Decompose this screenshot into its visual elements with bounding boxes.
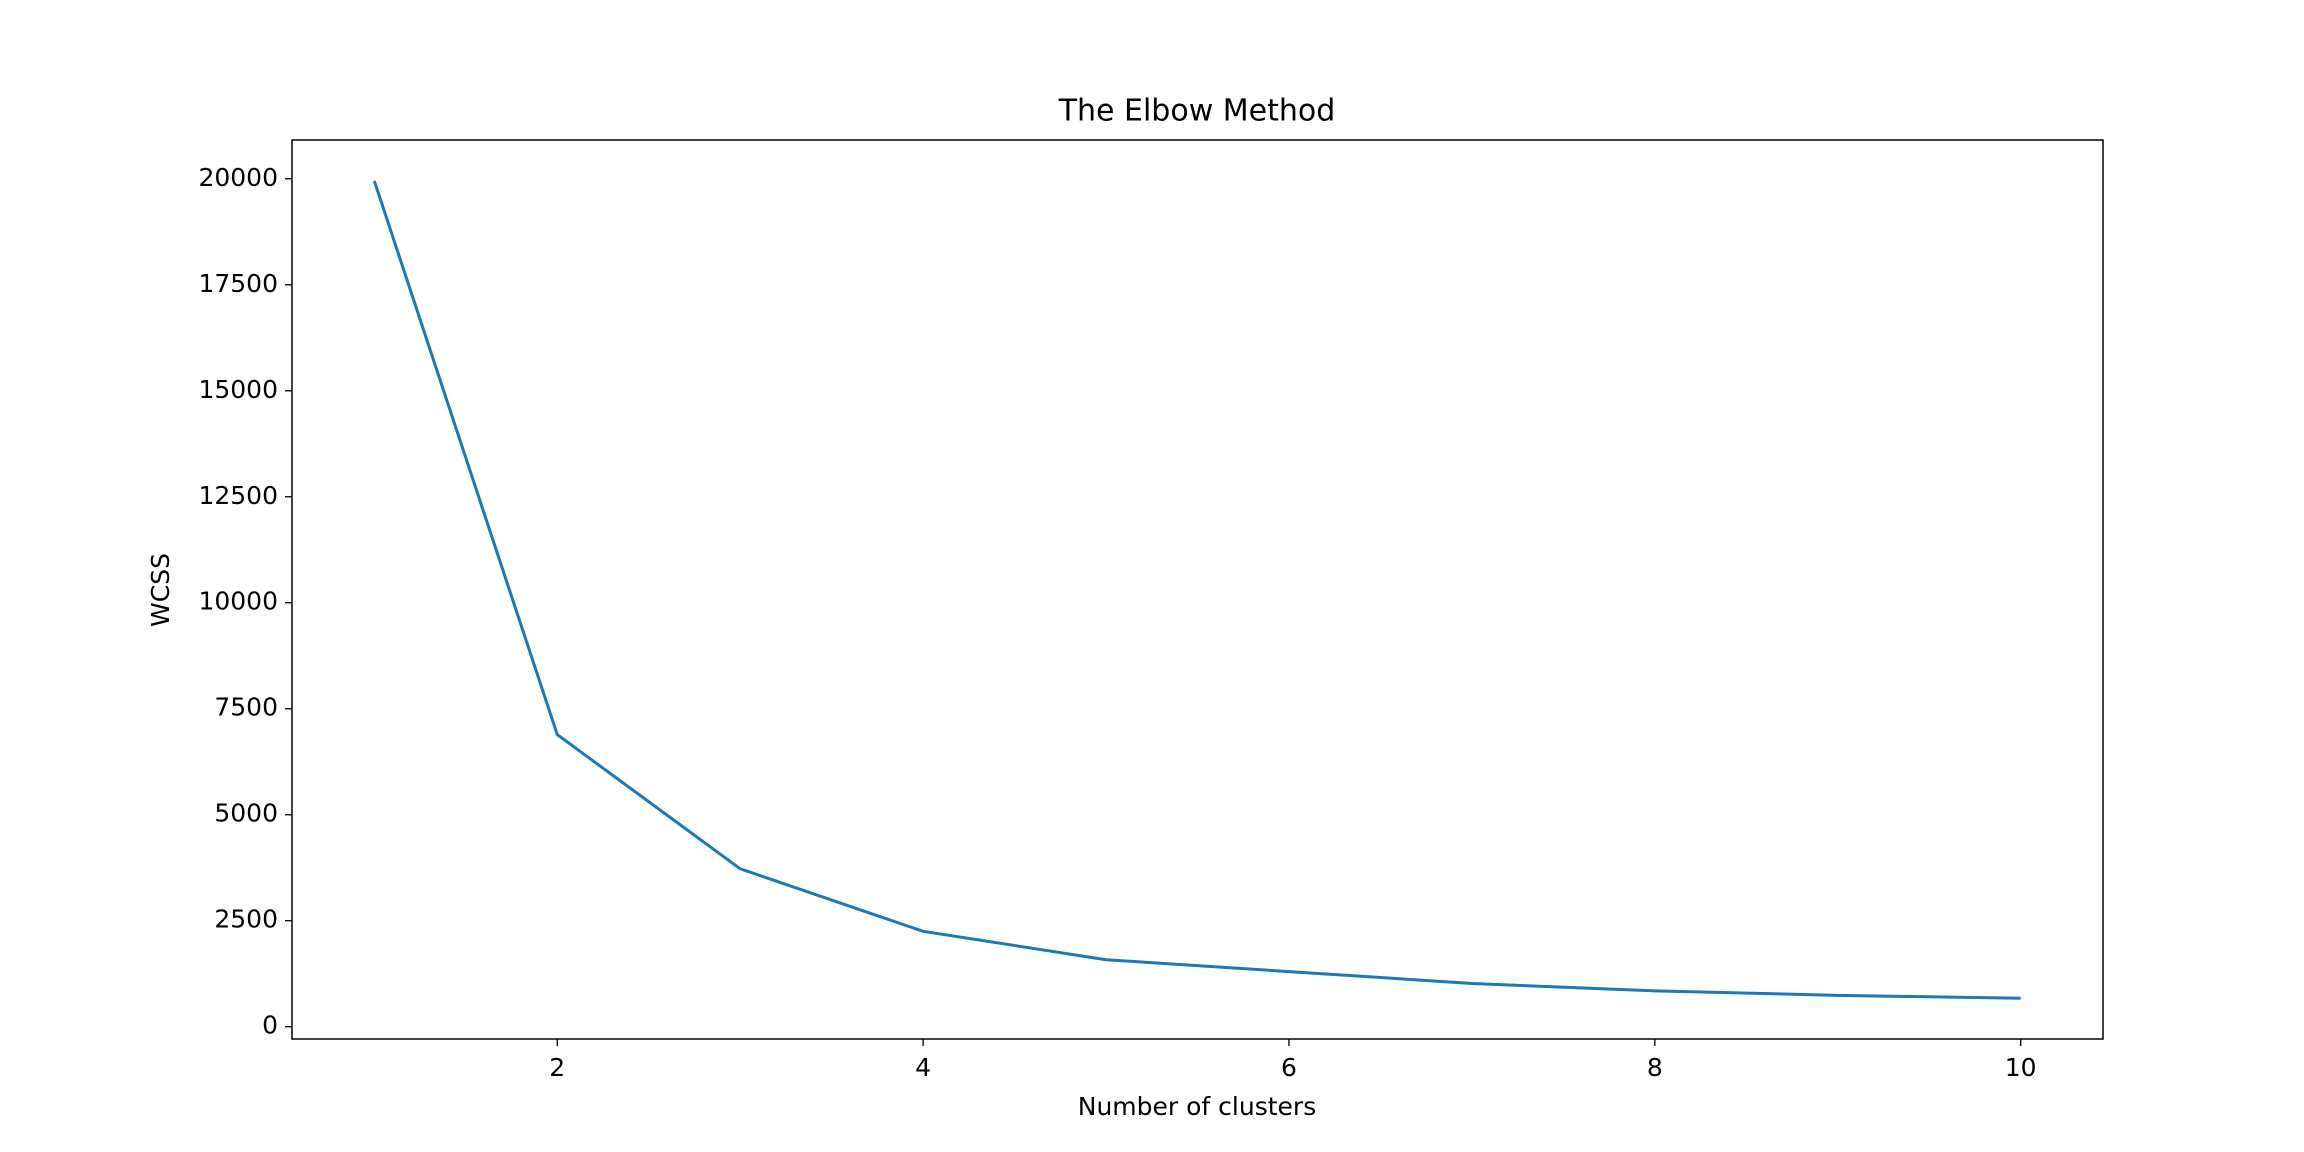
y-tick-label: 12500 [198, 481, 278, 510]
x-tick-label: 8 [1647, 1053, 1663, 1082]
y-tick-label: 20000 [198, 163, 278, 192]
x-tick-label: 10 [2005, 1053, 2037, 1082]
y-tick-label: 2500 [214, 905, 278, 934]
x-tick-label: 2 [549, 1053, 565, 1082]
y-tick-label: 15000 [198, 375, 278, 404]
y-axis-label: WCSS [146, 553, 175, 627]
y-tick-label: 7500 [214, 693, 278, 722]
x-tick-label: 4 [915, 1053, 931, 1082]
y-tick-label: 17500 [198, 269, 278, 298]
chart-title: The Elbow Method [1058, 94, 1336, 129]
y-tick-label: 10000 [198, 587, 278, 616]
y-tick-label: 0 [262, 1011, 278, 1040]
plot-frame [291, 139, 2104, 1040]
x-tick-label: 6 [1281, 1053, 1297, 1082]
data-line [372, 180, 2021, 1000]
y-tick-label: 5000 [214, 799, 278, 828]
x-axis-label: Number of clusters [1078, 1092, 1316, 1121]
